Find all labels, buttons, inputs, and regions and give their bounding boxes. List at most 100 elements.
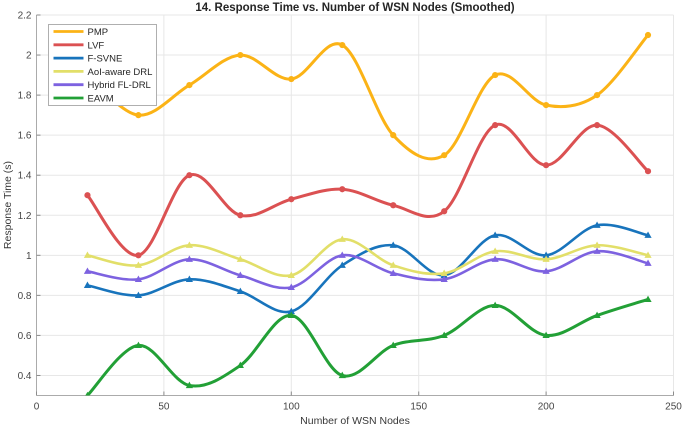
data-point-marker: [593, 122, 601, 129]
data-point-marker: [491, 301, 499, 308]
x-tick-label: 250: [665, 402, 682, 413]
data-point-marker: [440, 269, 448, 276]
data-point-marker: [83, 281, 92, 288]
series-line: [86, 223, 650, 314]
data-point-marker: [85, 391, 90, 396]
data-point-marker: [287, 283, 295, 290]
legend-entry-pmp: PMP: [53, 27, 108, 38]
data-point-marker: [185, 255, 193, 262]
data-point-marker: [339, 41, 346, 49]
series-hybrid-fl-drl: [83, 247, 652, 290]
data-point-marker: [644, 251, 652, 258]
data-point-marker: [644, 295, 652, 302]
data-point-marker: [83, 251, 92, 258]
data-point-marker: [491, 247, 499, 254]
data-point-marker: [390, 132, 397, 139]
x-tick-label: 150: [410, 402, 427, 413]
series-pmp: [84, 31, 652, 161]
data-point-marker: [236, 255, 244, 262]
legend-box: [48, 24, 157, 106]
axes: [36, 14, 674, 396]
data-point-marker: [237, 212, 244, 219]
data-point-marker: [236, 361, 244, 369]
data-point-marker: [491, 231, 499, 238]
data-point-marker: [338, 371, 346, 379]
y-tick-label: 1.8: [18, 91, 32, 102]
data-point-marker: [389, 341, 397, 349]
data-point-marker: [644, 168, 652, 175]
data-point-marker: [288, 75, 295, 83]
data-point-marker: [236, 287, 244, 294]
data-point-marker: [389, 269, 397, 276]
legend-label: LVF: [88, 40, 105, 51]
data-point-marker: [593, 221, 601, 228]
y-tick-label: 1.2: [18, 211, 32, 222]
data-point-marker: [134, 261, 143, 268]
data-point-marker: [236, 271, 244, 278]
data-point-marker: [135, 112, 142, 119]
data-point-marker: [543, 162, 550, 169]
y-tick-label: 1.6: [18, 131, 32, 142]
legend-label: Hybrid FL-DRL: [88, 80, 151, 91]
legend-entry-lvf: LVF: [53, 40, 105, 51]
series-line: [85, 297, 650, 396]
data-point-marker: [287, 311, 295, 318]
series-lvf: [84, 122, 652, 259]
y-tick-label: 0.4: [18, 371, 32, 382]
data-point-marker: [389, 261, 397, 268]
data-point-marker: [593, 311, 601, 318]
data-point-marker: [185, 275, 193, 282]
data-point-marker: [440, 331, 448, 339]
data-point-marker: [288, 196, 295, 203]
y-tick-label: 0.8: [18, 291, 32, 302]
data-point-marker: [339, 186, 346, 193]
legend-label: AoI-aware DRL: [88, 67, 153, 78]
y-tick-label: 0.6: [18, 331, 32, 342]
series-line: [85, 122, 650, 257]
data-point-marker: [593, 92, 601, 99]
data-series: [83, 31, 652, 396]
x-tick-label: 100: [283, 402, 300, 413]
data-point-marker: [237, 51, 244, 59]
series-aoi-aware-drl: [83, 235, 652, 278]
data-point-marker: [491, 255, 499, 262]
tick-labels: 0 50 100 150 200 250 0.4 0.6 0.8 1 1.2 1.4 1.6 1.8 2 2.…: [18, 11, 683, 413]
legend-entry-hybrid-fl-drl: Hybrid FL-DRL: [53, 80, 151, 91]
data-point-marker: [492, 71, 499, 79]
chart-title: 14. Response Time vs. Number of WSN Node…: [195, 2, 514, 14]
data-point-marker: [441, 152, 448, 159]
data-point-marker: [644, 31, 652, 39]
data-point-marker: [338, 261, 346, 268]
data-point-marker: [338, 251, 346, 258]
data-point-marker: [441, 208, 448, 215]
legend: PMP LVF F-SVNE AoI-aware DRL Hybrid FL-DRL EA…: [48, 24, 157, 106]
data-point-marker: [185, 381, 193, 389]
legend-entry-eavm: EAVM: [53, 94, 114, 105]
y-axis-label: Response Time (s): [2, 161, 14, 249]
series-f-svne: [83, 221, 652, 314]
y-tick-label: 1.4: [18, 171, 32, 182]
data-point-marker: [134, 275, 143, 282]
series-line: [86, 237, 650, 278]
data-point-marker: [543, 102, 550, 109]
data-point-marker: [185, 241, 193, 248]
data-point-marker: [644, 231, 652, 238]
data-point-marker: [287, 307, 295, 314]
data-point-marker: [542, 331, 550, 339]
data-point-marker: [440, 275, 448, 282]
data-point-marker: [492, 122, 499, 129]
data-point-marker: [83, 267, 92, 274]
data-point-marker: [644, 259, 652, 266]
data-point-marker: [390, 202, 397, 209]
x-tick-label: 200: [538, 402, 555, 413]
legend-label: EAVM: [88, 94, 114, 105]
x-axis-label: Number of WSN Nodes: [300, 415, 410, 427]
data-point-marker: [542, 251, 550, 258]
gridlines: [36, 14, 674, 396]
data-point-marker: [542, 255, 550, 262]
legend-label: F-SVNE: [88, 54, 123, 65]
y-tick-label: 2.2: [18, 11, 32, 22]
data-point-marker: [134, 341, 143, 349]
